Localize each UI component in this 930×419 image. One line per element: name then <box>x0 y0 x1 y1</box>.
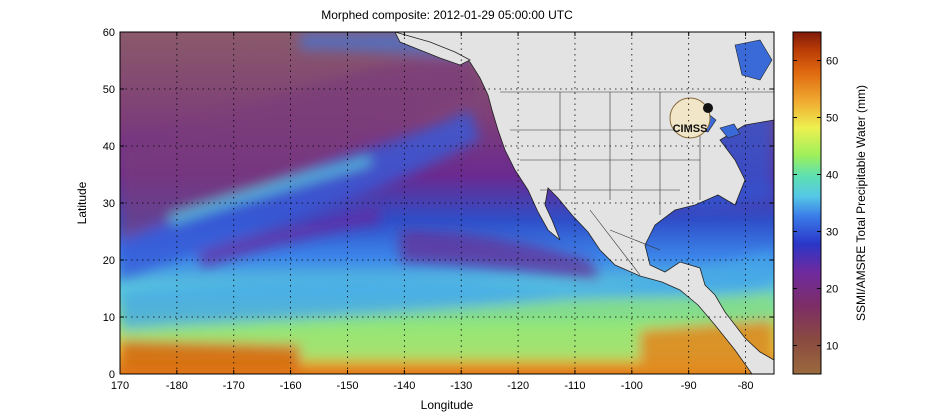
y-tick-label: 20 <box>103 255 115 267</box>
y-tick-label: 40 <box>103 141 115 153</box>
x-tick-label: -120 <box>507 380 529 392</box>
x-tick-label: 170 <box>111 380 129 392</box>
grid-lines <box>120 32 774 374</box>
cimss-logo: CIMSS <box>669 97 713 139</box>
colorbar-ticks: 10 20 30 40 50 60 <box>793 56 838 353</box>
state-boundaries <box>500 91 774 276</box>
x-tick-label: -140 <box>393 380 415 392</box>
x-tick-label: -80 <box>738 380 754 392</box>
colorbar-tick-label: 20 <box>826 284 838 296</box>
svg-text:CIMSS: CIMSS <box>673 123 708 135</box>
map-title: Morphed composite: 2012-01-29 05:00:00 U… <box>321 8 573 22</box>
x-tick-label: -100 <box>621 380 643 392</box>
x-tick-label: -130 <box>450 380 472 392</box>
x-tick-label: -110 <box>564 380 585 392</box>
x-tick-label: -90 <box>681 380 697 392</box>
y-tick-label: 60 <box>103 27 115 39</box>
y-tick-label: 0 <box>109 369 115 381</box>
x-axis-label: Longitude <box>420 398 474 412</box>
colorbar <box>792 31 822 375</box>
y-tick-label: 10 <box>103 312 115 324</box>
map-area: CIMSS <box>120 32 774 374</box>
colorbar-tick-label: 10 <box>826 341 838 353</box>
x-tick-label: -150 <box>336 380 358 392</box>
x-tick-label: -180 <box>166 380 188 392</box>
colorbar-tick-label: 40 <box>826 170 838 182</box>
x-axis-ticks: 170 -180 -170 -160 -150 -140 -130 -120 -110 -100 -… <box>111 32 754 392</box>
colorbar-tick-label: 30 <box>826 227 838 239</box>
y-axis-ticks: 0 10 20 30 40 50 60 <box>103 27 774 381</box>
x-tick-label: -160 <box>280 380 302 392</box>
colorbar-tick-label: 60 <box>826 56 838 68</box>
colorbar-tick-label: 50 <box>826 113 838 125</box>
y-tick-label: 50 <box>103 84 115 96</box>
y-tick-label: 30 <box>103 198 115 210</box>
x-tick-label: -170 <box>223 380 245 392</box>
